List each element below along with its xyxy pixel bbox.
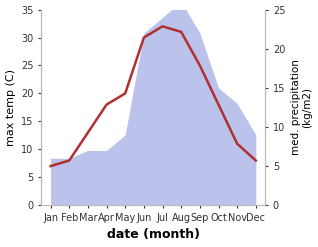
X-axis label: date (month): date (month) bbox=[107, 228, 200, 242]
Y-axis label: max temp (C): max temp (C) bbox=[5, 69, 16, 146]
Y-axis label: med. precipitation
(kg/m2): med. precipitation (kg/m2) bbox=[291, 60, 313, 155]
